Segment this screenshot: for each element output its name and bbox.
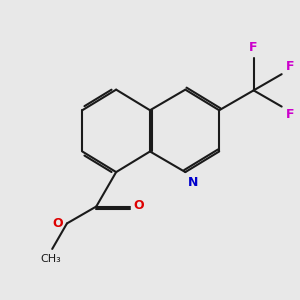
Text: O: O	[53, 217, 63, 230]
Text: O: O	[134, 199, 144, 212]
Text: CH₃: CH₃	[40, 254, 61, 264]
Text: F: F	[286, 108, 295, 121]
Text: F: F	[249, 40, 258, 54]
Text: N: N	[188, 176, 198, 190]
Text: F: F	[286, 60, 295, 73]
